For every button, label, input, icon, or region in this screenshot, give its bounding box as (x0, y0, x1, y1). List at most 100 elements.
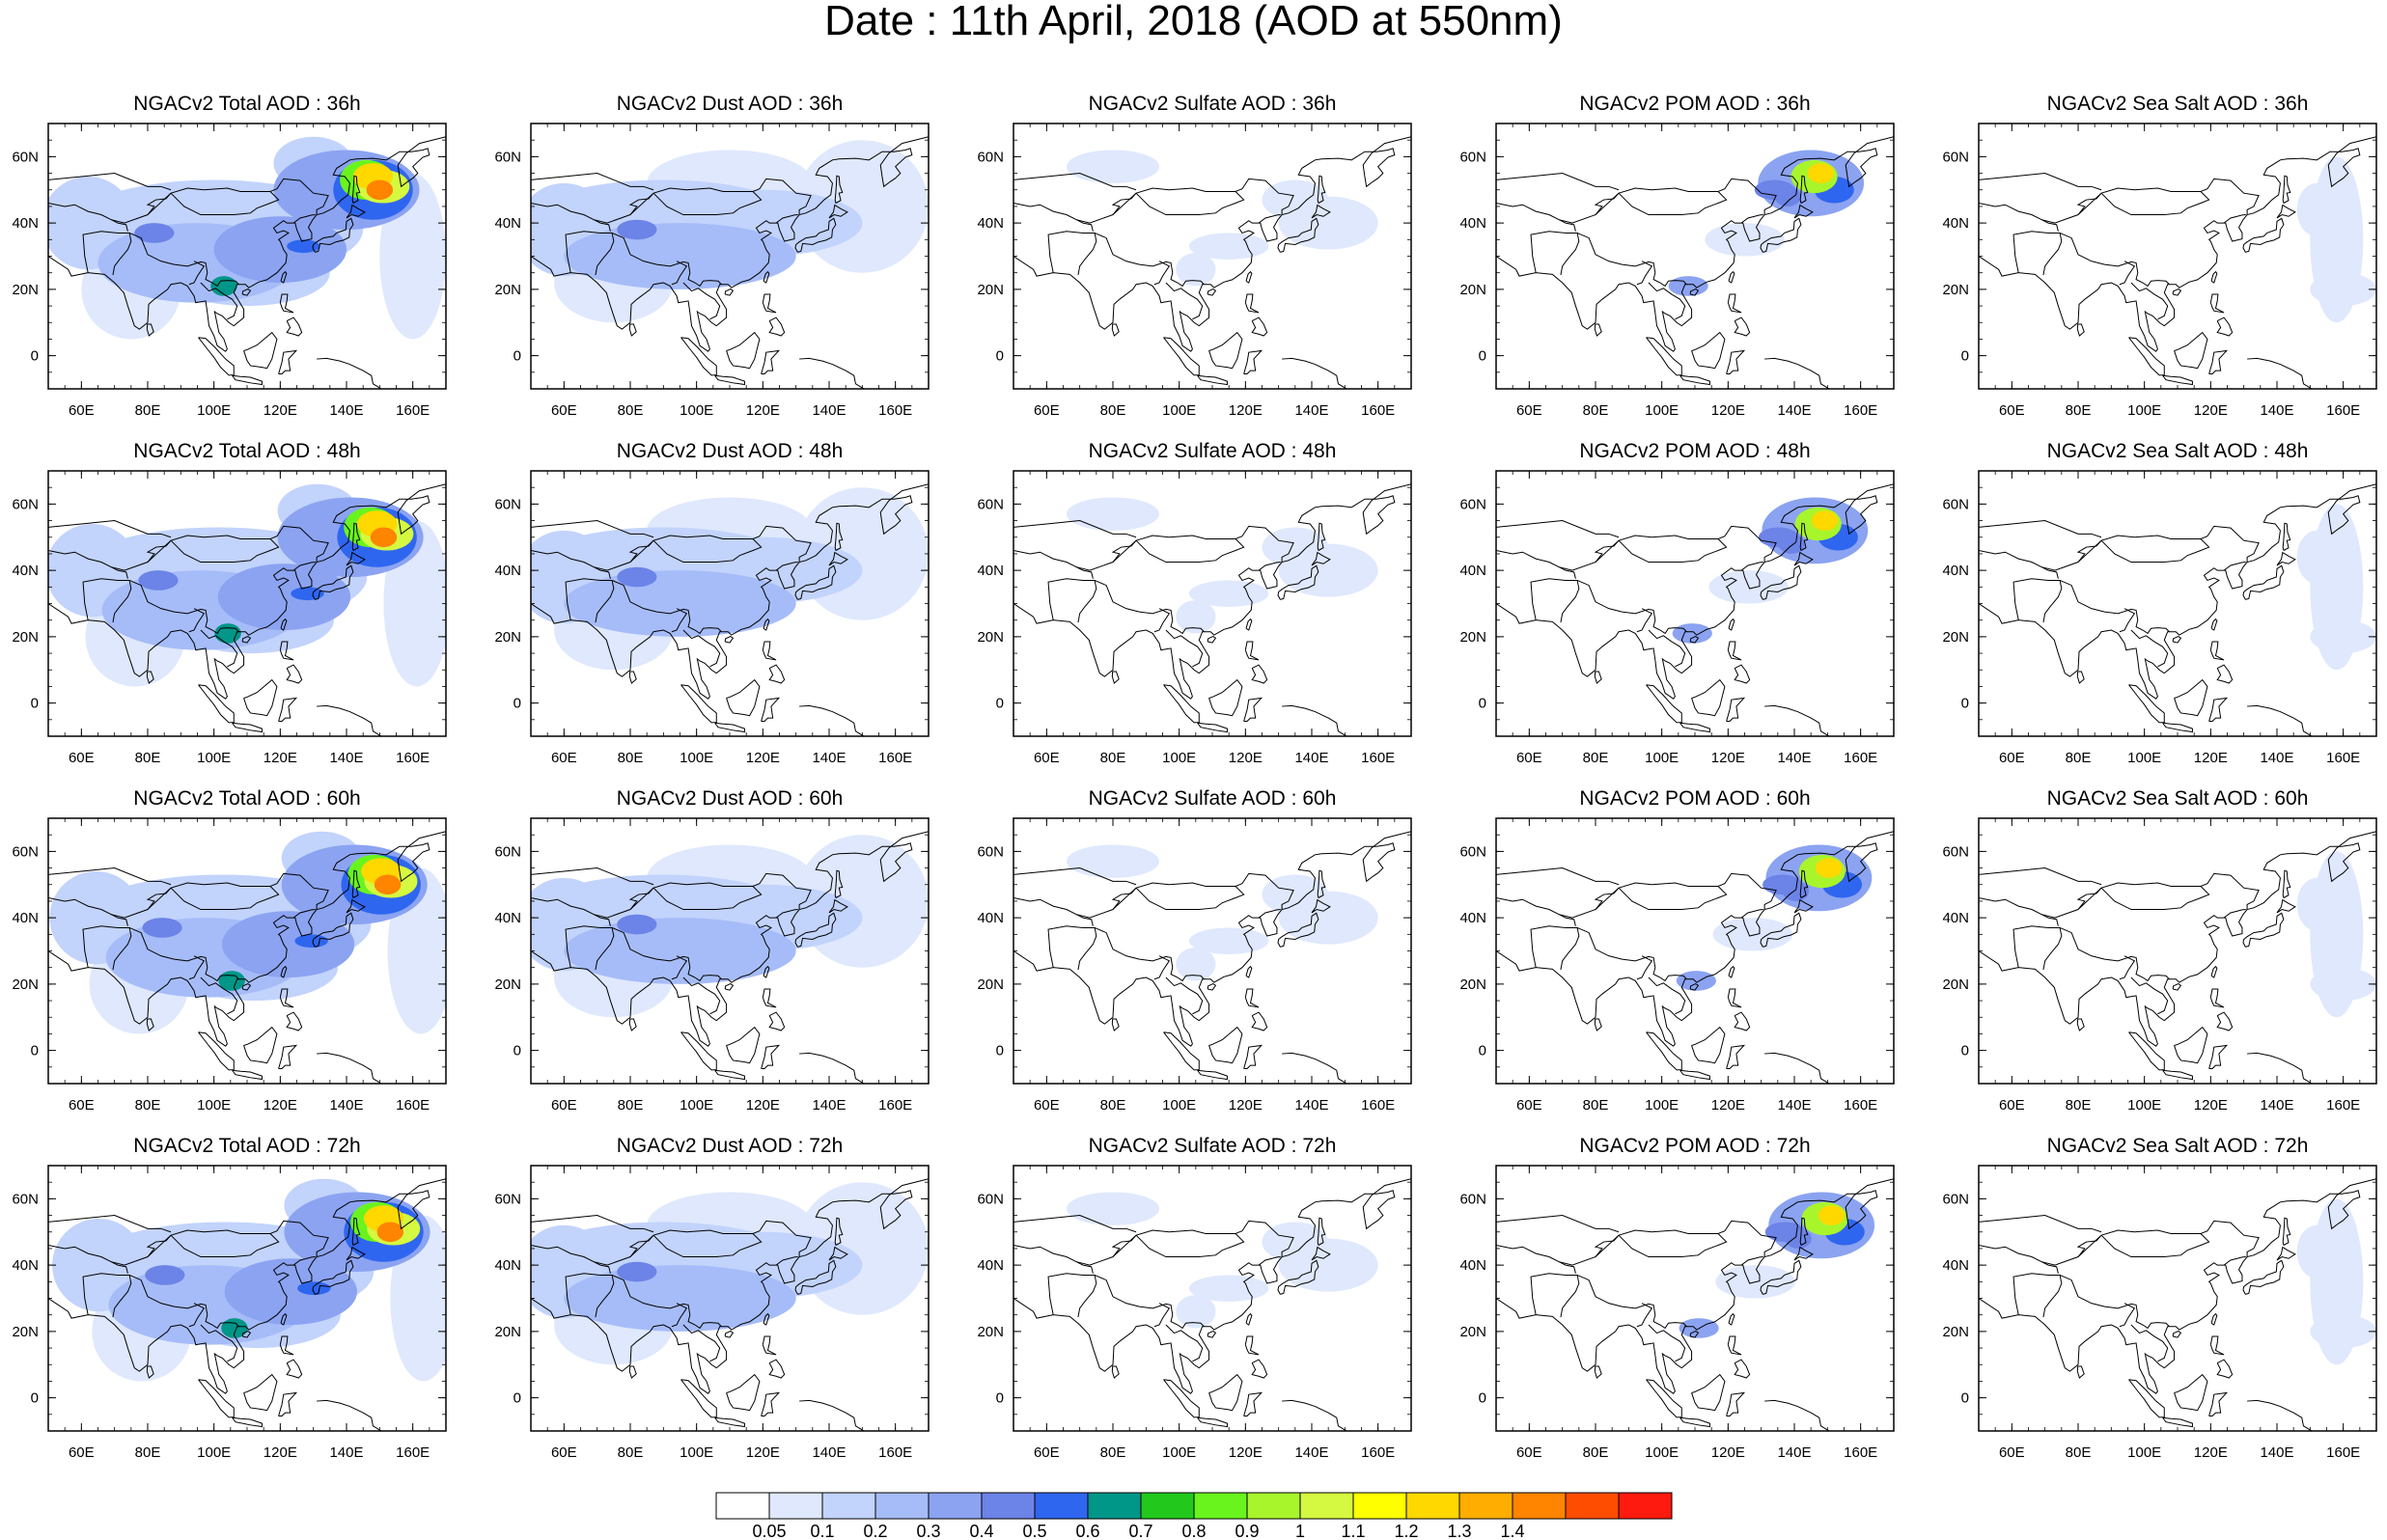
coastline (2076, 1018, 2085, 1031)
map-panel: 60E 80E 100E 120E 140E 160E 60N 40N 20N 0 NGACv2 S… (1942, 1135, 2377, 1461)
coastline (752, 1220, 812, 1257)
y-tick-label: 20N (1942, 282, 1969, 298)
coastline (761, 1044, 781, 1070)
coastline (1244, 641, 1260, 661)
coastline (2059, 232, 2170, 288)
coastline (243, 678, 278, 717)
coastline (2077, 1229, 2210, 1258)
colorbar-swatch (1352, 1492, 1407, 1520)
coastline (351, 869, 361, 898)
coastline (1740, 562, 1763, 571)
coastline (146, 323, 154, 337)
x-tick-label: 80E (618, 402, 644, 419)
coastline (146, 1018, 154, 1031)
y-tick-label: 40N (12, 215, 39, 232)
coastline (241, 1330, 252, 1338)
coastline (1112, 187, 1245, 216)
coastline (594, 1234, 654, 1266)
coastline (188, 261, 206, 286)
coastline (1726, 1044, 1746, 1070)
colorbar-swatch (1299, 1492, 1354, 1520)
coastline (279, 293, 294, 314)
coastline (775, 909, 798, 919)
coastline (1636, 955, 1653, 980)
aod-field-region (138, 570, 179, 591)
y-tick-label: 20N (977, 629, 1004, 646)
x-tick-label: 80E (135, 750, 161, 766)
x-tick-label: 160E (878, 1444, 912, 1461)
y-tick-label: 20N (1459, 629, 1486, 646)
coastline (1244, 1335, 1260, 1356)
coastline (1576, 579, 1687, 635)
coastline (531, 483, 929, 700)
coastline (2247, 357, 2314, 389)
coastline (752, 178, 812, 215)
coastline (1648, 976, 1686, 1015)
coastline (1636, 1303, 1653, 1328)
colorbar-swatch (1565, 1492, 1620, 1520)
coastline (1245, 618, 1253, 631)
panel-title: NGACv2 Sea Salt AOD : 36h (2047, 93, 2309, 115)
x-tick-label: 140E (812, 402, 846, 419)
coastline (1207, 635, 1217, 644)
coastline (1013, 831, 1411, 1047)
colorbar-label: 0.2 (863, 1522, 887, 1539)
x-tick-label: 100E (680, 750, 713, 766)
aod-field-region (1278, 1238, 1378, 1292)
coastline (1979, 550, 2059, 579)
x-tick-label: 140E (2260, 402, 2293, 419)
coastline (2200, 178, 2260, 215)
y-tick-label: 60N (1942, 843, 1969, 860)
coastline (1679, 374, 1710, 386)
coastline (1740, 1256, 1763, 1266)
x-tick-label: 120E (2194, 1097, 2228, 1114)
coastline (280, 618, 288, 631)
coastline (286, 664, 303, 684)
colorbar-swatch (1458, 1492, 1513, 1520)
coastline (763, 618, 770, 631)
main-title: Date : 11th April, 2018 (AOD at 550nm) (824, 0, 1563, 44)
y-tick-label: 0 (1961, 696, 1969, 712)
x-tick-label: 160E (396, 402, 430, 419)
coastline (1094, 926, 1205, 982)
coastline (680, 1379, 717, 1418)
coastline (1111, 671, 1120, 684)
coastline (2128, 337, 2165, 376)
x-tick-label: 120E (264, 402, 297, 419)
coastline (317, 704, 383, 736)
coastline (762, 641, 777, 661)
coastline (2223, 909, 2246, 919)
coastline (1979, 1245, 2059, 1274)
coastline (628, 671, 637, 684)
coastline (834, 522, 844, 551)
coastline (1245, 270, 1253, 284)
x-tick-label: 60E (69, 1097, 95, 1114)
x-tick-label: 120E (264, 1097, 297, 1114)
coastline (1727, 293, 1742, 314)
coastline (1979, 483, 2376, 700)
coastline (768, 316, 786, 337)
coastline (1013, 520, 1137, 538)
coastline (1282, 1052, 1348, 1084)
x-tick-label: 80E (1583, 1097, 1609, 1114)
coastline (1496, 520, 1620, 538)
coastline (2242, 564, 2285, 600)
coastline (752, 872, 812, 910)
coastline (1245, 1312, 1253, 1326)
coastline (794, 564, 837, 600)
coastline (317, 1052, 383, 1084)
coastline (2210, 965, 2218, 978)
coastline (1691, 331, 1726, 370)
aod-field-region (564, 570, 796, 637)
coastline (346, 551, 366, 566)
aod-field-region (1176, 253, 1216, 287)
coastline (188, 955, 206, 980)
coastline (726, 1026, 761, 1064)
coastline (1727, 988, 1742, 1008)
coastline (351, 1217, 361, 1246)
coastline (2077, 187, 2210, 216)
coastline (1764, 1052, 1831, 1084)
y-tick-label: 60N (12, 149, 39, 165)
coastline (1244, 988, 1260, 1008)
x-tick-label: 100E (1162, 750, 1196, 766)
